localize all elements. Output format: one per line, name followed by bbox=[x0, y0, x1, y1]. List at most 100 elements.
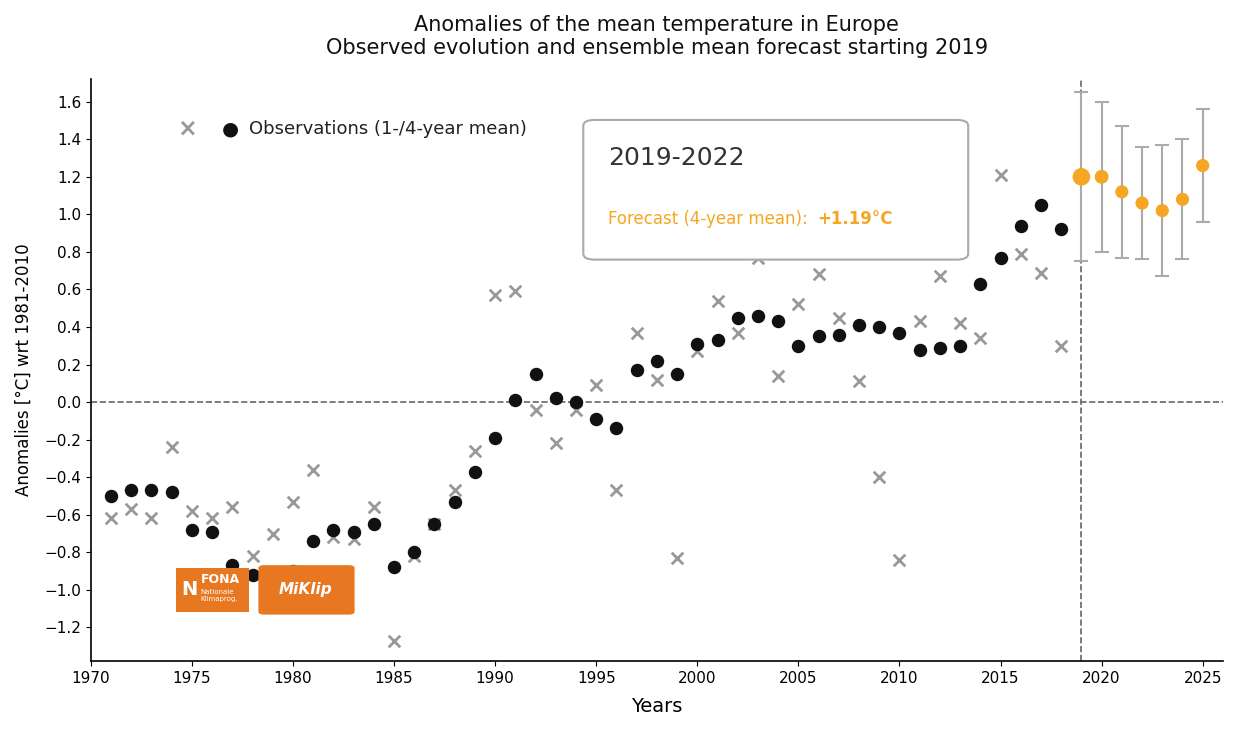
Point bbox=[343, 526, 363, 537]
Point bbox=[728, 311, 748, 323]
Point bbox=[141, 512, 161, 524]
Text: +1.19°C: +1.19°C bbox=[817, 210, 893, 228]
Point bbox=[1091, 171, 1111, 183]
Point bbox=[424, 518, 444, 530]
Point bbox=[869, 471, 889, 483]
Point bbox=[930, 342, 950, 354]
Point bbox=[808, 330, 828, 342]
Point bbox=[567, 396, 587, 408]
Point bbox=[687, 346, 707, 357]
Point bbox=[910, 316, 930, 327]
Point bbox=[1173, 194, 1193, 205]
Point bbox=[102, 512, 122, 524]
Point bbox=[828, 311, 848, 323]
Point bbox=[1152, 205, 1172, 216]
Point bbox=[828, 329, 848, 341]
Point bbox=[506, 394, 526, 406]
Point bbox=[485, 289, 505, 301]
Point bbox=[971, 278, 991, 289]
Point bbox=[687, 338, 707, 349]
Text: ●: ● bbox=[222, 119, 238, 138]
Point bbox=[182, 505, 202, 517]
Point bbox=[324, 524, 343, 536]
Point bbox=[748, 251, 768, 263]
Point bbox=[606, 485, 626, 496]
Point bbox=[647, 374, 667, 385]
Point bbox=[404, 547, 424, 558]
Point bbox=[445, 485, 465, 496]
Point bbox=[161, 486, 181, 498]
Point bbox=[748, 310, 768, 322]
Point bbox=[102, 490, 122, 501]
Point bbox=[647, 355, 667, 367]
Point bbox=[243, 569, 263, 580]
Point bbox=[243, 550, 263, 562]
Point bbox=[263, 571, 283, 583]
Point bbox=[445, 496, 465, 507]
Point bbox=[526, 368, 546, 380]
Point bbox=[869, 321, 889, 333]
Point bbox=[889, 327, 909, 338]
Point bbox=[1011, 248, 1030, 260]
Point bbox=[567, 404, 587, 415]
Point bbox=[1030, 199, 1050, 211]
Point bbox=[283, 565, 303, 577]
Point bbox=[222, 501, 242, 513]
Point bbox=[950, 340, 970, 352]
Title: Anomalies of the mean temperature in Europe
Observed evolution and ensemble mean: Anomalies of the mean temperature in Eur… bbox=[326, 15, 988, 58]
Point bbox=[1112, 186, 1132, 197]
Point bbox=[728, 327, 748, 338]
Point bbox=[546, 438, 565, 450]
Point bbox=[991, 169, 1011, 181]
Point bbox=[708, 295, 728, 306]
Point bbox=[789, 340, 808, 352]
Point bbox=[324, 531, 343, 543]
Point bbox=[343, 534, 363, 545]
Point bbox=[546, 393, 565, 404]
Point bbox=[769, 316, 789, 327]
Point bbox=[1052, 340, 1071, 352]
Point bbox=[506, 286, 526, 298]
Point bbox=[363, 518, 383, 530]
Point bbox=[1011, 220, 1030, 232]
Point bbox=[283, 496, 303, 507]
Point bbox=[910, 344, 930, 355]
Point bbox=[424, 518, 444, 530]
FancyBboxPatch shape bbox=[176, 568, 249, 612]
Point bbox=[606, 423, 626, 434]
Point bbox=[769, 370, 789, 382]
Point bbox=[404, 550, 424, 562]
Point bbox=[849, 376, 869, 387]
Point bbox=[626, 364, 646, 376]
Y-axis label: Anomalies [°C] wrt 1981-2010: Anomalies [°C] wrt 1981-2010 bbox=[15, 244, 33, 496]
FancyBboxPatch shape bbox=[583, 120, 968, 260]
Text: Observations (1-/4-year mean): Observations (1-/4-year mean) bbox=[249, 120, 527, 137]
Point bbox=[122, 485, 141, 496]
Point bbox=[1071, 171, 1091, 183]
Text: FONA: FONA bbox=[201, 573, 239, 586]
Point bbox=[1052, 224, 1071, 235]
Point bbox=[182, 524, 202, 536]
Point bbox=[202, 512, 222, 524]
Point bbox=[626, 327, 646, 338]
Text: ×: × bbox=[177, 117, 197, 140]
Point bbox=[950, 317, 970, 329]
Point bbox=[789, 299, 808, 311]
Point bbox=[363, 501, 383, 513]
Point bbox=[991, 251, 1011, 263]
Point bbox=[384, 561, 404, 573]
Point bbox=[808, 268, 828, 280]
Point bbox=[1193, 159, 1213, 171]
Point bbox=[667, 368, 687, 380]
Point bbox=[465, 445, 485, 457]
Text: 2019-2022: 2019-2022 bbox=[608, 146, 745, 170]
Text: MiKlip: MiKlip bbox=[279, 582, 332, 597]
Point bbox=[971, 333, 991, 344]
Point bbox=[485, 432, 505, 444]
Point bbox=[667, 552, 687, 564]
Point bbox=[465, 466, 485, 477]
Point bbox=[526, 404, 546, 415]
Text: Nationale
Klimaprog.: Nationale Klimaprog. bbox=[201, 589, 238, 602]
Point bbox=[304, 464, 324, 476]
Point bbox=[1030, 267, 1050, 279]
